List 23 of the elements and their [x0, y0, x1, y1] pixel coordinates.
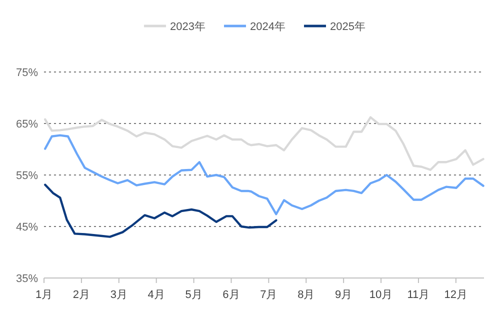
x-tick-label: 12月 [444, 289, 468, 301]
x-tick-label: 7月 [260, 289, 278, 301]
legend-label: 2025年 [330, 21, 366, 33]
x-tick-label: 9月 [335, 289, 352, 301]
x-tick-label: 5月 [185, 289, 202, 301]
y-tick-label: 35% [16, 273, 38, 285]
y-tick-label: 65% [16, 118, 38, 130]
line-series [44, 184, 278, 238]
legend-label: 2024年 [250, 21, 286, 33]
x-tick-label: 10月 [369, 289, 393, 301]
x-tick-label: 11月 [407, 289, 430, 301]
x-tick-label: 4月 [148, 289, 165, 301]
legend-label: 2023年 [170, 21, 206, 33]
y-tick-label: 55% [16, 170, 38, 182]
y-tick-label: 45% [16, 222, 38, 234]
x-tick-label: 6月 [222, 289, 240, 301]
y-tick-label: 75% [16, 67, 38, 79]
x-tick-label: 3月 [110, 289, 128, 301]
line-series [44, 134, 484, 216]
x-tick-label: 2月 [72, 289, 90, 301]
x-tick-label: 8月 [298, 289, 315, 301]
line-series [44, 116, 484, 171]
x-tick-label: 1月 [35, 289, 53, 301]
